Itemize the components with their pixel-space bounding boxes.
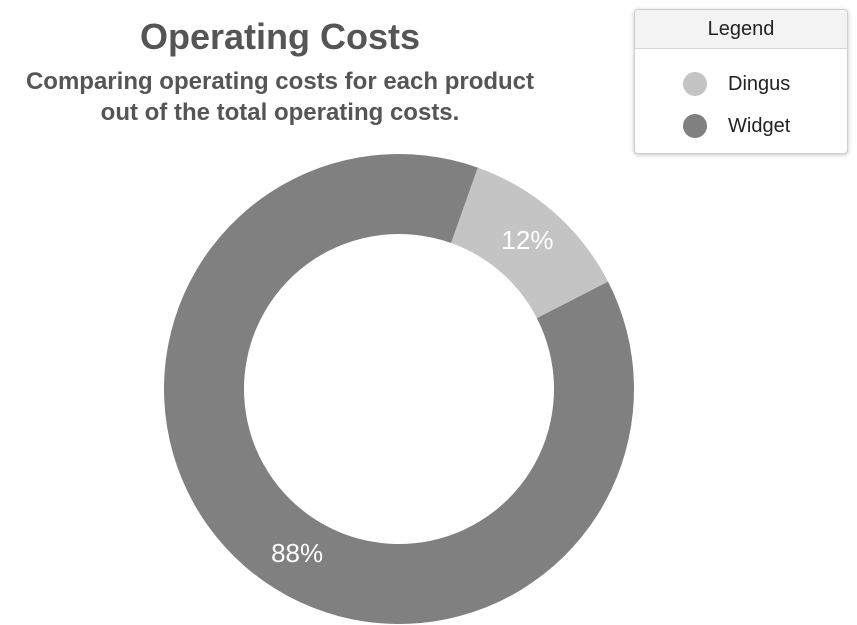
donut-slice-dingus[interactable] [450, 167, 609, 319]
legend-swatch-dingus [683, 72, 707, 96]
legend-items: Dingus Widget [635, 49, 847, 147]
legend-label-dingus: Dingus [728, 72, 791, 95]
legend-swatch-widget [683, 114, 707, 138]
chart-subtitle: Comparing operating costs for each produ… [0, 66, 560, 128]
legend-item-dingus[interactable]: Dingus [635, 63, 847, 105]
subtitle-line-1: Comparing operating costs for each produ… [25, 68, 535, 95]
slice-label-widget: 88% [271, 538, 323, 568]
legend-title: Legend [635, 10, 847, 49]
donut-slice-widget[interactable] [163, 153, 634, 625]
donut-slices [163, 153, 634, 625]
subtitle-line-2: out of the total operating costs. [100, 99, 460, 126]
donut-slice-labels: 12% 88% [271, 225, 553, 568]
chart-title: Operating Costs [139, 16, 421, 57]
legend-item-widget[interactable]: Widget [635, 105, 847, 147]
slice-label-dingus: 12% [501, 225, 553, 255]
legend-label-widget: Widget [728, 114, 791, 137]
legend: Legend Dingus Widget [634, 9, 848, 154]
